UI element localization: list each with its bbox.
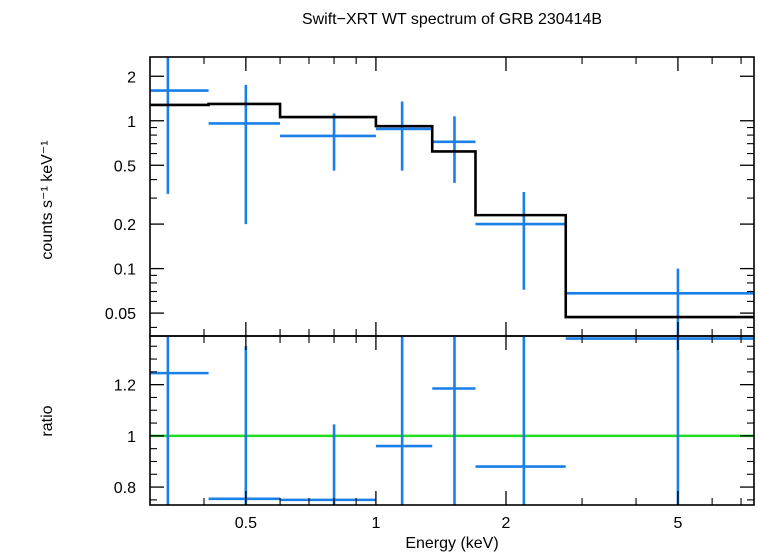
ratio-data-point (375, 336, 433, 505)
spectrum-data-point (565, 268, 754, 336)
ratio-data-point (208, 346, 281, 505)
spectrum-data-point (432, 116, 476, 183)
ratio-data-point (432, 336, 476, 505)
ratio-data-point (565, 336, 754, 505)
spectrum-y-axis-label: counts s⁻¹ keV⁻¹ (39, 140, 56, 259)
x-tick-label: 0.5 (235, 515, 257, 532)
ratio-y-tick-label: 0.8 (114, 480, 136, 497)
spectrum-y-tick-label: 0.5 (114, 158, 136, 175)
ratio-y-axis-label: ratio (39, 405, 56, 436)
spectrum-y-tick-label: 0.05 (105, 306, 136, 323)
ratio-frame (149, 335, 755, 506)
spectrum-data-point (475, 191, 566, 290)
spectrum-y-tick-label: 2 (127, 69, 136, 86)
spectrum-panel: 0.05 0.1 0.2 0.5 1 2 counts s⁻¹ keV⁻¹ (39, 56, 755, 337)
spectrum-data-point (375, 101, 433, 171)
spectrum-y-tick-label: 1 (127, 114, 136, 131)
spectrum-y-tick-label: 0.2 (114, 217, 136, 234)
spectrum-data-point (280, 113, 376, 171)
spectrum-y-tick-label: 0.1 (114, 262, 136, 279)
spectrum-data-series (150, 57, 754, 336)
spectrum-data-point (208, 84, 281, 225)
x-axis-label: Energy (keV) (405, 535, 498, 552)
ratio-data-point (150, 336, 209, 505)
ratio-panel: 0.5 1 2 5 0.8 1 1.2 ratio Energy (keV) (39, 335, 755, 552)
ratio-data-point (280, 424, 376, 505)
chart-title: Swift−XRT WT spectrum of GRB 230414B (302, 11, 602, 28)
ratio-y-tick-label: 1.2 (114, 378, 136, 395)
ratio-data-point (475, 336, 566, 505)
spectrum-data-point (150, 57, 209, 194)
spectrum-model-series (150, 102, 754, 319)
ratio-y-tick-label: 1 (127, 429, 136, 446)
x-tick-label: 1 (371, 515, 380, 532)
spectrum-ticks: 0.05 0.1 0.2 0.5 1 2 (105, 57, 754, 336)
x-tick-label: 5 (673, 515, 682, 532)
x-tick-label: 2 (502, 515, 511, 532)
model-step-line (150, 102, 754, 319)
ratio-data-series (150, 336, 754, 505)
ratio-ticks: 0.5 1 2 5 0.8 1 1.2 (114, 336, 754, 532)
